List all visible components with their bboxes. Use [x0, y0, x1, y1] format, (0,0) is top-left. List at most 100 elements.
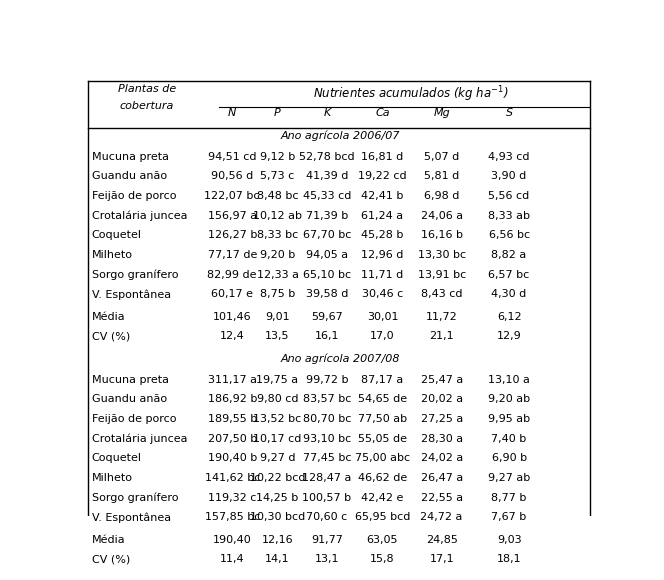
- Text: 27,25 a: 27,25 a: [420, 414, 463, 424]
- Text: 42,41 b: 42,41 b: [361, 191, 404, 201]
- Text: Nutrientes acumulados (kg ha$^{-1}$): Nutrientes acumulados (kg ha$^{-1}$): [313, 84, 509, 104]
- Text: 61,24 a: 61,24 a: [361, 211, 404, 221]
- Text: 93,10 bc: 93,10 bc: [303, 434, 351, 444]
- Text: Média: Média: [92, 535, 125, 545]
- Text: 9,20 b: 9,20 b: [260, 250, 295, 260]
- Text: 59,67: 59,67: [311, 311, 343, 322]
- Text: 54,65 de: 54,65 de: [358, 394, 407, 404]
- Text: 311,17 a: 311,17 a: [208, 375, 257, 385]
- Text: 12,33 a: 12,33 a: [256, 270, 299, 280]
- Text: 186,92 b: 186,92 b: [208, 394, 257, 404]
- Text: Sorgo granífero: Sorgo granífero: [92, 270, 178, 280]
- Text: 5,07 d: 5,07 d: [424, 152, 459, 162]
- Text: 94,05 a: 94,05 a: [306, 250, 348, 260]
- Text: Crotalária juncea: Crotalária juncea: [92, 211, 187, 221]
- Text: 126,27 b: 126,27 b: [208, 230, 257, 240]
- Text: 6,12: 6,12: [497, 311, 521, 322]
- Text: 17,0: 17,0: [371, 331, 395, 341]
- Text: 39,58 d: 39,58 d: [305, 289, 348, 299]
- Text: 122,07 bc: 122,07 bc: [205, 191, 260, 201]
- Text: 22,55 a: 22,55 a: [420, 492, 463, 502]
- Text: Feijão de porco: Feijão de porco: [92, 414, 176, 424]
- Text: 5,73 c: 5,73 c: [260, 172, 295, 182]
- Text: 101,46: 101,46: [213, 311, 252, 322]
- Text: 189,55 b: 189,55 b: [208, 414, 257, 424]
- Text: K: K: [323, 108, 331, 118]
- Text: 10,17 cd: 10,17 cd: [254, 434, 301, 444]
- Text: 45,33 cd: 45,33 cd: [303, 191, 351, 201]
- Text: P: P: [274, 108, 281, 118]
- Text: Sorgo granífero: Sorgo granífero: [92, 492, 178, 503]
- Text: 8,43 cd: 8,43 cd: [421, 289, 462, 299]
- Text: 12,9: 12,9: [497, 331, 521, 341]
- Text: 3,90 d: 3,90 d: [491, 172, 527, 182]
- Text: 10,12 ab: 10,12 ab: [253, 211, 302, 221]
- Text: 13,10 a: 13,10 a: [488, 375, 530, 385]
- Text: 9,27 ab: 9,27 ab: [488, 473, 531, 483]
- Text: 15,8: 15,8: [371, 554, 395, 564]
- Text: 19,75 a: 19,75 a: [256, 375, 299, 385]
- Text: 128,47 a: 128,47 a: [302, 473, 352, 483]
- Text: 12,96 d: 12,96 d: [361, 250, 404, 260]
- Text: 11,71 d: 11,71 d: [361, 270, 404, 280]
- Text: 4,30 d: 4,30 d: [491, 289, 527, 299]
- Text: 8,48 bc: 8,48 bc: [257, 191, 298, 201]
- Text: 87,17 a: 87,17 a: [361, 375, 404, 385]
- Text: 24,85: 24,85: [426, 535, 457, 545]
- Text: 19,22 cd: 19,22 cd: [358, 172, 407, 182]
- Text: 99,72 b: 99,72 b: [305, 375, 348, 385]
- Text: V. Espontânea: V. Espontânea: [92, 289, 171, 300]
- Text: 11,72: 11,72: [426, 311, 457, 322]
- Text: 6,56 bc: 6,56 bc: [489, 230, 530, 240]
- Text: Ca: Ca: [375, 108, 390, 118]
- Text: Ano agrícola 2006/07: Ano agrícola 2006/07: [281, 130, 400, 141]
- Text: S: S: [505, 108, 513, 118]
- Text: Plantas de: Plantas de: [118, 84, 176, 95]
- Text: CV (%): CV (%): [92, 331, 130, 341]
- Text: 20,02 a: 20,02 a: [420, 394, 463, 404]
- Text: 4,93 cd: 4,93 cd: [488, 152, 530, 162]
- Text: 119,32 c: 119,32 c: [208, 492, 256, 502]
- Text: Mucuna preta: Mucuna preta: [92, 375, 169, 385]
- Text: 141,62 bc: 141,62 bc: [205, 473, 260, 483]
- Text: 90,56 d: 90,56 d: [211, 172, 254, 182]
- Text: 30,01: 30,01: [367, 311, 398, 322]
- Text: 190,40: 190,40: [213, 535, 252, 545]
- Text: 9,12 b: 9,12 b: [260, 152, 295, 162]
- Text: Feijão de porco: Feijão de porco: [92, 191, 176, 201]
- Text: 80,70 bc: 80,70 bc: [303, 414, 351, 424]
- Text: N: N: [228, 108, 236, 118]
- Text: 67,70 bc: 67,70 bc: [303, 230, 351, 240]
- Text: 5,81 d: 5,81 d: [424, 172, 459, 182]
- Text: 5,56 cd: 5,56 cd: [489, 191, 530, 201]
- Text: 9,80 cd: 9,80 cd: [257, 394, 298, 404]
- Text: 6,57 bc: 6,57 bc: [489, 270, 530, 280]
- Text: 9,27 d: 9,27 d: [260, 453, 295, 463]
- Text: 12,16: 12,16: [262, 535, 293, 545]
- Text: 24,72 a: 24,72 a: [420, 512, 463, 522]
- Text: 71,39 b: 71,39 b: [306, 211, 348, 221]
- Text: 13,1: 13,1: [315, 554, 339, 564]
- Text: cobertura: cobertura: [120, 102, 174, 111]
- Text: Mucuna preta: Mucuna preta: [92, 152, 169, 162]
- Text: 10,22 bcd: 10,22 bcd: [250, 473, 305, 483]
- Text: Ano agrícola 2007/08: Ano agrícola 2007/08: [281, 353, 400, 364]
- Text: Milheto: Milheto: [92, 473, 133, 483]
- Text: 82,99 de: 82,99 de: [207, 270, 257, 280]
- Text: 8,33 bc: 8,33 bc: [257, 230, 298, 240]
- Text: 13,52 bc: 13,52 bc: [254, 414, 301, 424]
- Text: 45,28 b: 45,28 b: [361, 230, 404, 240]
- Text: Milheto: Milheto: [92, 250, 133, 260]
- Text: 24,02 a: 24,02 a: [420, 453, 463, 463]
- Text: 9,01: 9,01: [265, 311, 290, 322]
- Text: 77,17 de: 77,17 de: [208, 250, 257, 260]
- Text: Guandu anão: Guandu anão: [92, 394, 167, 404]
- Text: 65,95 bcd: 65,95 bcd: [355, 512, 410, 522]
- Text: Média: Média: [92, 311, 125, 322]
- Text: 13,30 bc: 13,30 bc: [418, 250, 465, 260]
- Text: 7,40 b: 7,40 b: [491, 434, 527, 444]
- Text: Crotalária juncea: Crotalária juncea: [92, 434, 187, 444]
- Text: 21,1: 21,1: [430, 331, 454, 341]
- Text: Coquetel: Coquetel: [92, 453, 141, 463]
- Text: 25,47 a: 25,47 a: [420, 375, 463, 385]
